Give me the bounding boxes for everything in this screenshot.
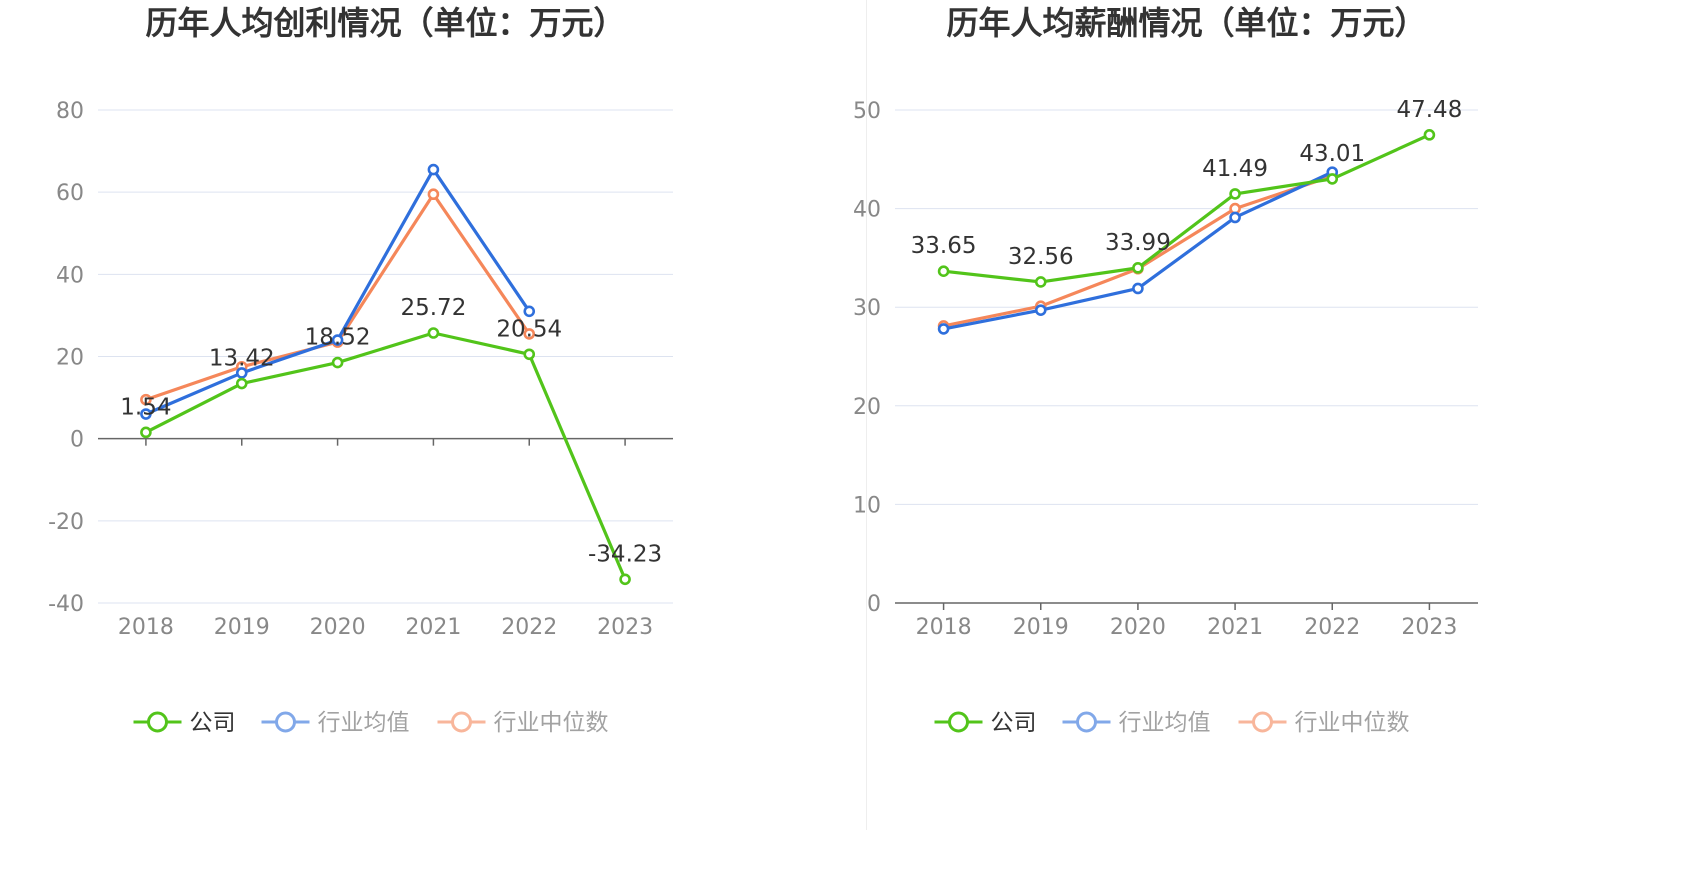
x-tick-label: 2023 [1401, 615, 1457, 640]
legend-item-average: 行业均值 [261, 710, 410, 736]
data-point-average [140, 408, 152, 420]
data-point-average [331, 334, 344, 346]
y-tick-label: 40 [56, 263, 84, 288]
data-label: 20.54 [496, 316, 562, 342]
data-label: 13.42 [209, 346, 275, 372]
legend-marker-icon [147, 711, 168, 733]
data-point-company [937, 265, 950, 278]
y-tick-label: 60 [56, 181, 84, 206]
panel-divider [866, 0, 867, 830]
data-point-median [523, 328, 536, 340]
data-point-company [331, 356, 344, 369]
data-point-average [1229, 211, 1241, 224]
chart-title: 历年人均创利情况（单位：万元） [145, 4, 625, 42]
data-label: 47.48 [1396, 97, 1462, 123]
legend-item-company: 公司 [934, 710, 1037, 736]
salary-per-capita-chart: 历年人均薪酬情况（单位：万元） 50 40 30 20 10 0 2018 2019 2020 20… [853, 4, 1478, 736]
series-line-average [145, 167, 531, 416]
data-label: 25.72 [400, 295, 466, 321]
y-tick-label: 40 [853, 198, 881, 223]
data-point-company [140, 426, 152, 439]
y-tick-label: 20 [56, 346, 84, 371]
legend-marker-icon [1252, 711, 1273, 733]
chart-title: 历年人均薪酬情况（单位：万元） [946, 4, 1426, 42]
data-label: 33.99 [1105, 230, 1171, 256]
y-tick-label: -20 [48, 510, 84, 535]
data-point-company [1229, 188, 1241, 200]
y-tick-label: 80 [56, 99, 84, 124]
legend-marker-icon [275, 711, 296, 733]
data-point-company [1423, 129, 1436, 141]
data-point-average [1132, 282, 1144, 295]
data-label: -34.23 [588, 541, 662, 567]
profit-per-capita-chart: 历年人均创利情况（单位：万元） 80 60 40 20 0 -20 -40 2018 2019 20… [48, 4, 673, 736]
legend-label: 行业中位数 [494, 710, 609, 736]
chart-panel-salary-per-capita: 历年人均薪酬情况（单位：万元） 50 40 30 20 10 0 2018 2019 2020 20… [850, 0, 1700, 874]
chart-panel-profit-per-capita: 历年人均创利情况（单位：万元） 80 60 40 20 0 -20 -40 2018 2019 20… [48, 4, 673, 736]
legend-marker-icon [1076, 711, 1097, 733]
x-tick-label: 2021 [1207, 615, 1263, 640]
x-tick-label: 2019 [214, 615, 270, 640]
legend-item-median: 行业中位数 [437, 710, 609, 736]
data-point-company [427, 327, 440, 339]
series-line-company [145, 331, 627, 580]
y-tick-label: 0 [70, 428, 84, 453]
data-point-average [1034, 304, 1047, 316]
data-label: 41.49 [1202, 156, 1268, 182]
y-tick-label: 10 [853, 493, 881, 518]
legend-item-average: 行业均值 [1062, 710, 1211, 736]
legend-item-median: 行业中位数 [1238, 710, 1410, 736]
y-tick-label: 50 [853, 99, 881, 124]
legend-item-company: 公司 [133, 710, 236, 736]
x-tick-label: 2020 [1110, 615, 1166, 640]
series-line-company [943, 133, 1431, 284]
data-point-average [235, 367, 248, 379]
x-tick-label: 2018 [916, 615, 972, 640]
legend-label: 行业均值 [1119, 710, 1211, 736]
x-tick-label: 2020 [310, 615, 366, 640]
data-point-company [1326, 173, 1339, 185]
legend-marker-icon [451, 711, 472, 733]
legend-label: 公司 [991, 710, 1037, 736]
y-tick-label: 0 [867, 592, 881, 617]
x-tick-label: 2023 [597, 615, 653, 640]
legend-label: 公司 [190, 710, 236, 736]
data-point-average [937, 323, 950, 335]
x-tick-label: 2022 [501, 615, 557, 640]
data-point-company [619, 573, 631, 586]
data-label: 32.56 [1008, 244, 1074, 270]
x-tick-label: 2019 [1013, 615, 1069, 640]
y-tick-label: -40 [48, 592, 84, 617]
x-tick-label: 2018 [118, 615, 174, 640]
data-point-average [427, 163, 440, 176]
x-tick-label: 2021 [405, 615, 461, 640]
legend-marker-icon [948, 711, 969, 733]
legend-label: 行业中位数 [1295, 710, 1410, 736]
data-label: 43.01 [1299, 141, 1365, 167]
data-point-company [235, 377, 248, 390]
data-point-median [427, 188, 440, 201]
data-point-company [1034, 276, 1047, 288]
data-label: 18.52 [305, 325, 371, 351]
x-tick-label: 2022 [1304, 615, 1360, 640]
data-point-median [140, 393, 152, 406]
data-label: 33.65 [911, 233, 977, 259]
legend-label: 行业均值 [318, 710, 410, 736]
y-tick-label: 30 [853, 296, 881, 321]
data-point-company [1132, 262, 1144, 274]
data-point-company [523, 348, 536, 361]
data-point-average [523, 305, 536, 318]
y-tick-label: 20 [853, 395, 881, 420]
data-label: 1.54 [120, 394, 171, 420]
